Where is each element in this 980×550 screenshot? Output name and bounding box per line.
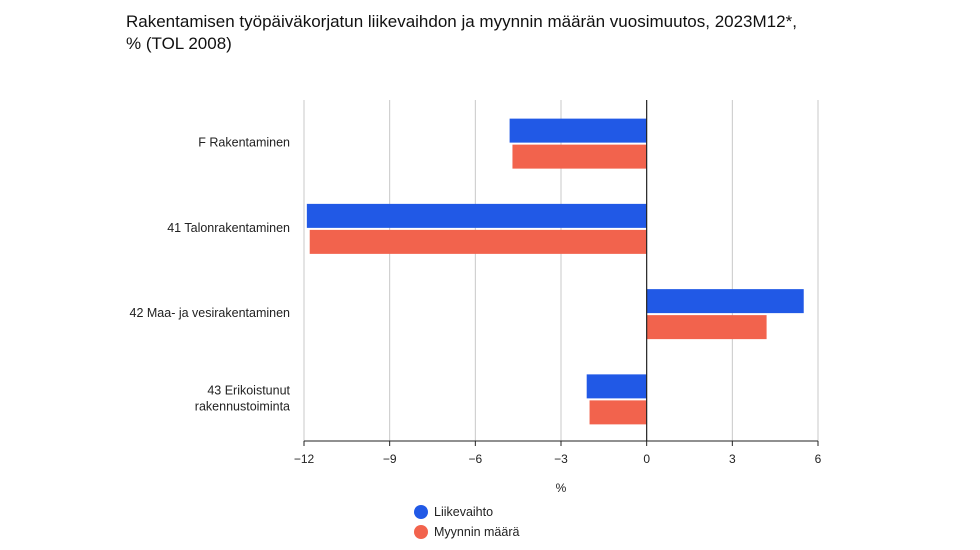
legend-swatch-liikevaihto [414, 505, 428, 519]
x-axis-label: % [556, 481, 567, 495]
x-tick-label: 6 [815, 452, 822, 466]
category-label: F Rakentaminen [198, 136, 290, 150]
bar-liikevaihto [586, 374, 647, 399]
bar-myynnin-maara [309, 229, 647, 254]
bar-liikevaihto [646, 289, 804, 314]
category-label: 41 Talonrakentaminen [167, 221, 290, 235]
category-label: 43 Erikoistunut [207, 383, 290, 397]
x-tick-label: 3 [729, 452, 736, 466]
bar-liikevaihto [509, 118, 647, 143]
x-tick-label: −3 [554, 452, 568, 466]
chart-title-line-1: Rakentamisen työpäiväkorjatun liikevaihd… [126, 12, 797, 31]
legend: Liikevaihto Myynnin määrä [414, 502, 519, 542]
bar-myynnin-maara [589, 400, 647, 425]
x-tick-label: −9 [383, 452, 397, 466]
legend-label-liikevaihto: Liikevaihto [434, 505, 494, 519]
bar-myynnin-maara [646, 315, 767, 340]
legend-swatch-myynnin-maara [414, 525, 428, 539]
chart-title-line-2: % (TOL 2008) [126, 34, 232, 53]
x-tick-label: 0 [643, 452, 650, 466]
chart-title: Rakentamisen työpäiväkorjatun liikevaihd… [126, 11, 826, 55]
bar-myynnin-maara [512, 144, 647, 169]
legend-item-myynnin-maara: Myynnin määrä [414, 522, 519, 542]
legend-item-liikevaihto: Liikevaihto [414, 502, 519, 522]
x-tick-label: −12 [294, 452, 315, 466]
category-label: rakennustoiminta [195, 399, 290, 413]
bar-chart: −12 −9 −6 −3 0 3 6% F Rakentaminen 41 Talonraken… [130, 100, 822, 495]
legend-label-myynnin-maara: Myynnin määrä [434, 525, 520, 539]
x-tick-label: −6 [468, 452, 482, 466]
category-label: 42 Maa- ja vesirakentaminen [130, 306, 291, 320]
bar-liikevaihto [306, 203, 647, 228]
